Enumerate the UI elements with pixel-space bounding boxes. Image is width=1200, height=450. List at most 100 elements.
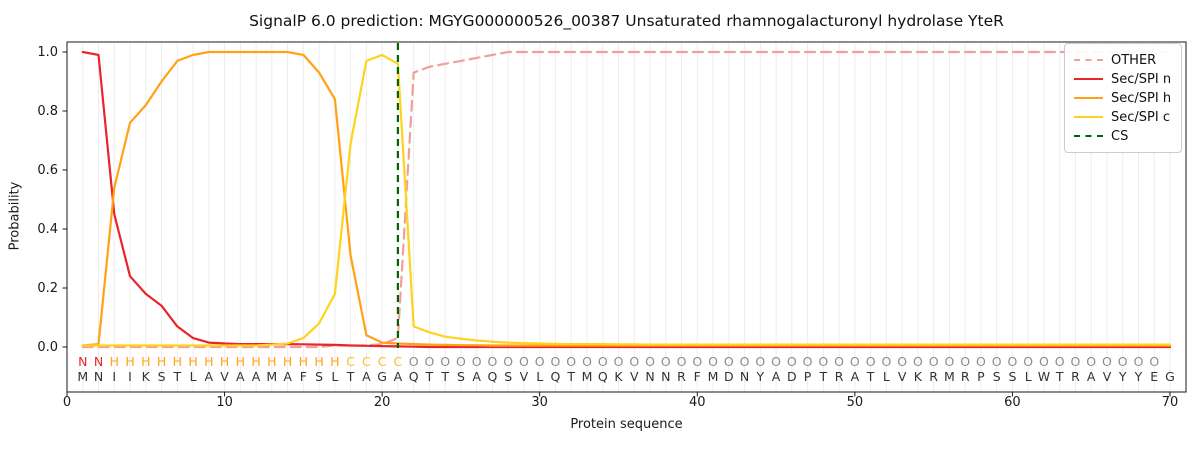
sequence-letter: T xyxy=(819,369,828,384)
sequence-letter: A xyxy=(472,369,481,384)
series-line-sec-spi-n xyxy=(81,50,1172,349)
region-label: O xyxy=(1133,354,1144,369)
sequence-letter: M xyxy=(77,369,89,384)
region-label: O xyxy=(456,354,466,369)
region-label: O xyxy=(550,354,561,369)
region-label: O xyxy=(755,354,766,369)
region-label: C xyxy=(362,354,371,369)
sequence-letter: N xyxy=(645,369,655,384)
sequence-letter: I xyxy=(128,369,132,384)
x-tick-label: 60 xyxy=(1004,395,1021,410)
region-label: O xyxy=(897,354,908,369)
y-tick-label: 0.2 xyxy=(37,280,58,296)
sequence-letter: V xyxy=(897,369,907,384)
region-label: O xyxy=(723,354,734,369)
region-label: O xyxy=(991,354,1002,369)
sequence-letter: G xyxy=(1165,369,1175,384)
region-label: H xyxy=(125,354,135,369)
sequence-letter: A xyxy=(204,369,214,384)
sequence-letter: T xyxy=(346,369,355,384)
sequence-letter: L xyxy=(189,369,197,384)
sequence-letter: T xyxy=(425,369,434,384)
sequence-letter: P xyxy=(803,369,812,384)
region-label: C xyxy=(393,354,403,369)
region-label: O xyxy=(1117,354,1128,369)
sequence-letter: L xyxy=(1024,369,1032,384)
region-label: H xyxy=(267,354,277,369)
x-tick-label: 40 xyxy=(689,395,706,410)
sequence-letter: K xyxy=(141,369,150,384)
region-label: O xyxy=(1070,354,1081,369)
sequence-letter: R xyxy=(960,369,970,384)
sequence-letter: A xyxy=(393,369,403,384)
sequence-letter: Q xyxy=(408,369,419,384)
region-label: O xyxy=(1054,354,1065,369)
region-label: O xyxy=(849,354,860,369)
region-label: O xyxy=(739,354,750,369)
sequence-letter: Y xyxy=(1134,369,1143,384)
sequence-letter: S xyxy=(456,369,465,384)
y-axis-label: Probability xyxy=(7,181,23,251)
region-label: H xyxy=(172,354,182,369)
sec-spi-n-line-sample xyxy=(1074,78,1103,80)
plot-frame xyxy=(66,41,1187,393)
x-tick-label: 70 xyxy=(1161,395,1179,410)
sequence-letter: D xyxy=(723,369,734,384)
region-label: C xyxy=(377,354,387,369)
region-label: O xyxy=(582,354,592,369)
legend: OTHER Sec/SPI n Sec/SPI h Sec/SPI c CS xyxy=(1064,43,1182,153)
region-label: C xyxy=(346,354,355,369)
sequence-letter: A xyxy=(236,369,245,384)
sequence-letter: T xyxy=(567,369,576,384)
region-label: H xyxy=(298,354,309,369)
region-label: O xyxy=(408,354,419,369)
region-label: H xyxy=(330,354,340,369)
sequence-letter: L xyxy=(331,369,339,384)
x-tick-label: 30 xyxy=(531,395,548,410)
sequence-letter: V xyxy=(519,369,529,384)
x-axis-label: Protein sequence xyxy=(570,417,683,432)
sequence-letter: W xyxy=(1037,369,1051,384)
region-label: O xyxy=(771,354,781,369)
sequence-letter: T xyxy=(441,369,449,384)
x-tick-label: 20 xyxy=(373,395,391,410)
x-tick-label: 10 xyxy=(216,395,233,410)
sequence-letter: N xyxy=(93,369,104,384)
y-tick-label: 0.6 xyxy=(37,162,58,178)
sequence-letter: S xyxy=(992,369,1001,384)
x-tick-label: 0 xyxy=(62,395,72,410)
sequence-letter: S xyxy=(1008,369,1017,384)
region-label: H xyxy=(156,354,167,369)
region-label: H xyxy=(188,354,198,369)
sec-spi-c-line-sample xyxy=(1074,116,1103,118)
region-label: O xyxy=(912,354,923,369)
region-label: H xyxy=(235,354,246,369)
legend-label: Sec/SPI n xyxy=(1111,71,1172,87)
sequence-letter: K xyxy=(913,369,922,384)
sequence-letter: Y xyxy=(756,369,765,384)
region-label: O xyxy=(471,354,482,369)
sequence-letter: M xyxy=(581,369,593,384)
region-label: O xyxy=(1023,354,1034,369)
region-label: H xyxy=(219,354,230,369)
region-label: O xyxy=(676,354,687,369)
region-label: O xyxy=(534,354,545,369)
region-label: O xyxy=(834,354,845,369)
region-label: O xyxy=(645,354,655,369)
sequence-letter: A xyxy=(283,369,292,384)
sequence-letter: T xyxy=(866,369,875,384)
region-label: O xyxy=(928,354,939,369)
region-label: O xyxy=(503,354,514,369)
series-line-sec-spi-h xyxy=(81,50,1172,347)
sequence-letter: A xyxy=(251,369,261,384)
region-label: O xyxy=(708,354,718,369)
sequence-letter: R xyxy=(929,369,938,384)
region-label: H xyxy=(282,354,293,369)
region-label: O xyxy=(818,354,829,369)
sequence-letter: R xyxy=(1071,369,1080,384)
region-label: N xyxy=(93,354,104,369)
sequence-letter: V xyxy=(1102,369,1112,384)
sequence-letter: R xyxy=(677,369,686,384)
region-label: O xyxy=(440,354,451,369)
sequence-letter: N xyxy=(739,369,750,384)
